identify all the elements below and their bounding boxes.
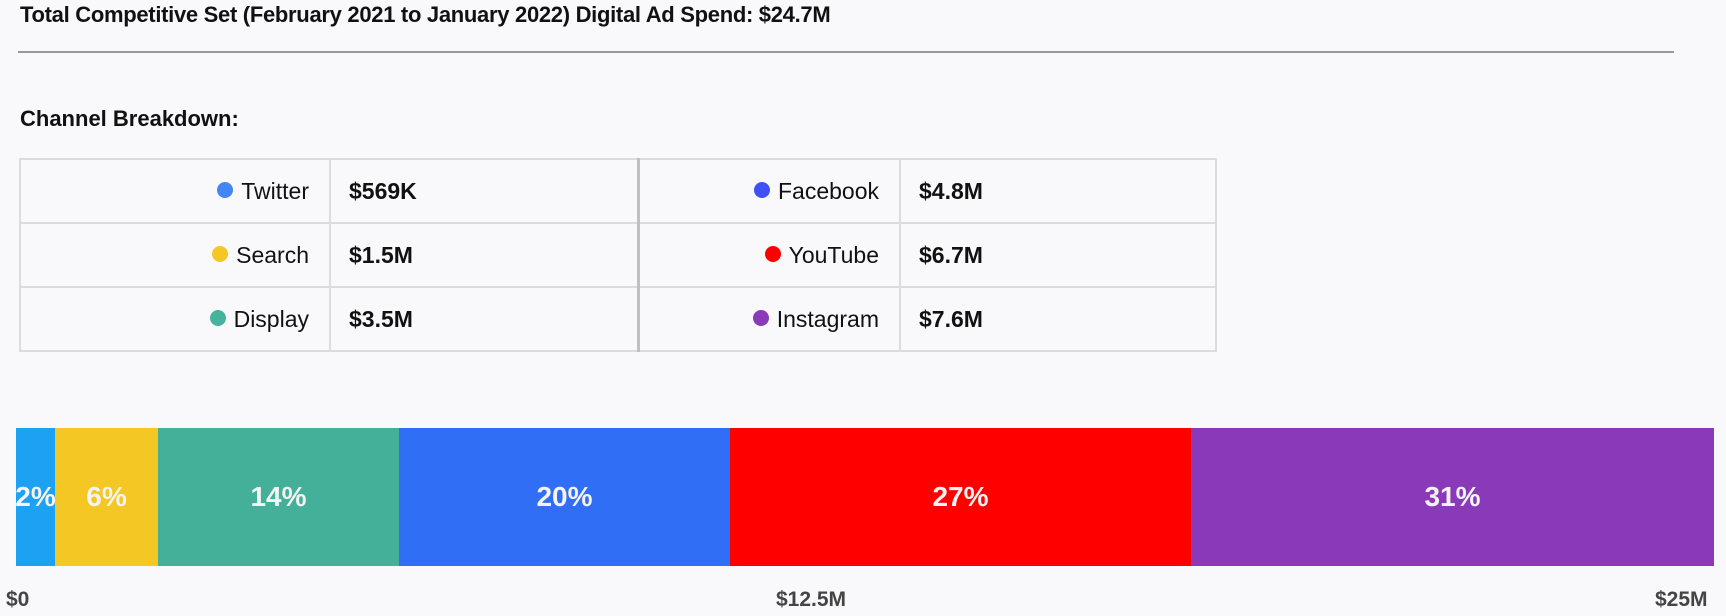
bar-segment-label: 6%	[86, 481, 127, 512]
legend-row: Display $3.5M Instagram $7.6M	[19, 286, 1217, 352]
bar-segment-label: 14%	[250, 481, 307, 512]
legend-value: $569K	[329, 158, 640, 224]
legend-row: Twitter $569K Facebook $4.8M	[19, 158, 1217, 224]
x-tick-label: $12.5M	[776, 588, 847, 611]
x-tick-label: $0	[6, 588, 30, 611]
legend-value: $1.5M	[329, 222, 640, 288]
legend-label: Twitter	[241, 177, 309, 204]
bar-segment-label: 20%	[536, 481, 593, 512]
legend-label: YouTube	[788, 241, 879, 268]
legend-label-cell: Search	[19, 222, 331, 288]
legend-label-cell: Facebook	[637, 158, 901, 224]
page-title: Total Competitive Set (February 2021 to …	[20, 2, 831, 27]
facebook-dot-icon	[753, 181, 770, 198]
x-tick-label: $25M	[1655, 588, 1708, 611]
legend-value: $6.7M	[899, 222, 1217, 288]
bar-segment-youtube: 27%	[730, 428, 1191, 566]
display-dot-icon	[209, 309, 226, 326]
bar-segment-search: 6%	[55, 428, 158, 566]
legend-label: Display	[233, 305, 309, 332]
bar-segment-display: 14%	[158, 428, 399, 566]
bar-segment-label: 31%	[1424, 481, 1481, 512]
bar-segment-instagram: 31%	[1191, 428, 1714, 566]
legend-label: Search	[236, 241, 309, 268]
instagram-dot-icon	[752, 309, 769, 326]
channel-legend-table: Twitter $569K Facebook $4.8M Search $1.5…	[19, 158, 1217, 352]
twitter-dot-icon	[217, 181, 234, 198]
stacked-spend-bar: 2% 6% 14% 20% 27% 31%	[15, 428, 1714, 566]
bar-segment-label: 2%	[15, 481, 56, 512]
bar-segment-facebook: 20%	[399, 428, 730, 566]
legend-label-cell: Instagram	[637, 286, 901, 352]
section-title: Channel Breakdown:	[20, 106, 239, 131]
legend-label-cell: Twitter	[19, 158, 331, 224]
legend-value: $7.6M	[899, 286, 1217, 352]
legend-label-cell: Display	[19, 286, 331, 352]
legend-label-cell: YouTube	[637, 222, 901, 288]
legend-label: Instagram	[776, 305, 879, 332]
legend-row: Search $1.5M YouTube $6.7M	[19, 222, 1217, 288]
bar-segment-twitter: 2%	[15, 428, 56, 566]
legend-value: $4.8M	[899, 158, 1217, 224]
legend-value: $3.5M	[329, 286, 640, 352]
divider	[18, 51, 1674, 53]
search-dot-icon	[212, 245, 229, 262]
bar-segment-label: 27%	[932, 481, 989, 512]
legend-label: Facebook	[777, 177, 879, 204]
youtube-dot-icon	[764, 245, 781, 262]
